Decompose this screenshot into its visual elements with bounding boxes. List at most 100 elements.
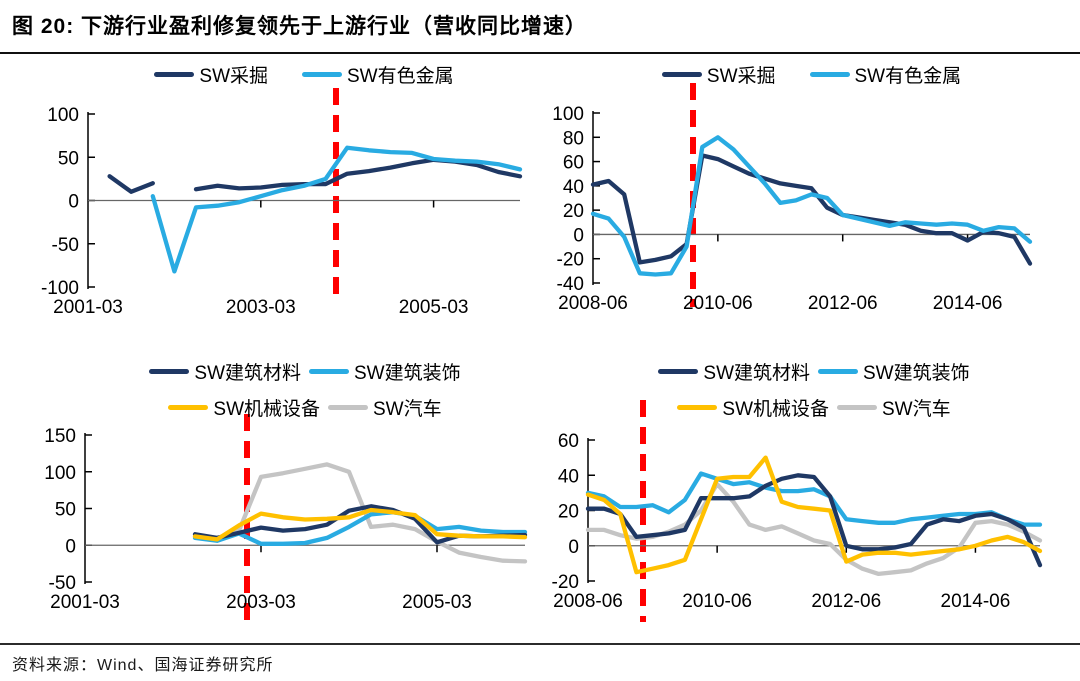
y-tick-label: 100 <box>47 105 79 126</box>
legend-item-SW汽车: SW汽车 <box>328 394 442 421</box>
source-divider <box>0 643 1080 645</box>
x-tick-label: 2001-03 <box>53 297 123 318</box>
legend-label: SW建筑装饰 <box>863 363 970 384</box>
y-tick-label: 80 <box>563 128 584 149</box>
y-tick-label: 40 <box>558 466 579 487</box>
y-tick-label: 20 <box>558 502 579 523</box>
x-tick-label: 2012-06 <box>808 293 878 314</box>
series-line-SW建筑装饰 <box>585 471 1043 527</box>
legend-item-SW机械设备: SW机械设备 <box>168 394 320 421</box>
legend-line-swatch <box>149 369 190 374</box>
legend-label: SW机械设备 <box>722 399 829 420</box>
figure-title-bar: 图 20: 下游行业盈利修复领先于上游行业（营收同比增速） <box>0 0 1080 54</box>
legend-line-swatch <box>168 405 209 410</box>
legend-row: SW建筑材料 SW建筑装饰 <box>658 358 970 385</box>
x-tick-label: 2014-06 <box>941 591 1011 612</box>
legend-label: SW建筑材料 <box>194 363 301 384</box>
y-tick-label: 0 <box>68 192 79 213</box>
legend-row: SW采掘 SW有色金属 <box>661 61 962 88</box>
legend-line-swatch <box>809 72 850 77</box>
x-tick-label: 2012-06 <box>811 591 881 612</box>
series-line-SW机械设备 <box>585 455 1043 575</box>
y-tick-label: 20 <box>563 201 584 222</box>
legend-line-swatch <box>302 72 342 77</box>
series-line-SW汽车 <box>585 481 1043 577</box>
y-tick-label: -40 <box>557 274 584 295</box>
legend-line-swatch <box>658 369 699 374</box>
legend-item-SW采掘: SW采掘 <box>154 61 268 88</box>
y-tick-label: -50 <box>52 235 79 256</box>
legend-row: SW建筑材料 SW建筑装饰 <box>149 358 461 385</box>
series-line-SW机械设备 <box>192 507 528 542</box>
legend-label: SW采掘 <box>706 66 776 87</box>
legend-line-swatch <box>328 405 368 410</box>
legend-item-SW建筑装饰: SW建筑装饰 <box>818 358 970 385</box>
series-line-SW采掘 <box>590 153 1033 266</box>
y-tick-label: 60 <box>558 431 579 452</box>
y-tick-label: 50 <box>55 500 76 521</box>
legend-item-SW机械设备: SW机械设备 <box>677 394 829 421</box>
series-line-SW采掘 <box>107 174 155 194</box>
chart-upstream-2001-2005: SW采掘 SW有色金属 100 50 0 -50 -100 2001-03 2003-03 200… <box>10 55 530 327</box>
legend-item-SW汽车: SW汽车 <box>837 394 951 421</box>
chart-legend: SW采掘 SW有色金属 <box>88 61 520 88</box>
legend-line-swatch <box>661 72 702 77</box>
legend-line-swatch <box>677 405 718 410</box>
y-tick-label: 100 <box>44 463 76 484</box>
legend-label: SW有色金属 <box>854 66 962 87</box>
figure-title: 图 20: 下游行业盈利修复领先于上游行业（营收同比增速） <box>12 15 588 38</box>
legend-line-swatch <box>309 369 349 374</box>
legend-row: SW机械设备 SW汽车 <box>677 394 951 421</box>
chart-upstream-2008-2015: SW采掘 SW有色金属 100 80 60 40 20 0 -20 -40 2008-06 2010-… <box>540 55 1075 327</box>
series-line-SW有色金属 <box>150 145 523 274</box>
y-tick-label: 100 <box>552 104 584 125</box>
y-tick-label: 40 <box>563 177 584 198</box>
legend-item-SW采掘: SW采掘 <box>661 61 776 88</box>
legend-item-SW建筑装饰: SW建筑装饰 <box>309 358 461 385</box>
legend-label: SW建筑装饰 <box>354 363 461 384</box>
x-tick-label: 2003-03 <box>226 297 296 318</box>
legend-item-SW建筑材料: SW建筑材料 <box>149 358 301 385</box>
y-tick-label: -100 <box>41 278 79 299</box>
chart-downstream-2001-2005: SW建筑材料 SW建筑装饰 SW机械设备 SW汽车 150 100 50 0 -50 2001-0… <box>10 350 530 642</box>
legend-item-SW建筑材料: SW建筑材料 <box>658 358 810 385</box>
x-tick-label: 2001-03 <box>50 592 120 613</box>
x-tick-label: 2005-03 <box>399 297 469 318</box>
legend-item-SW有色金属: SW有色金属 <box>809 61 962 88</box>
x-tick-label: 2014-06 <box>933 293 1003 314</box>
chart-legend: SW建筑材料 SW建筑装饰 SW机械设备 SW汽车 <box>85 358 525 421</box>
x-tick-label: 2010-06 <box>682 591 752 612</box>
x-tick-label: 2008-06 <box>558 293 628 314</box>
legend-label: SW汽车 <box>882 399 951 420</box>
y-tick-label: 0 <box>573 225 584 246</box>
legend-row: SW采掘 SW有色金属 <box>154 61 454 88</box>
y-tick-label: -50 <box>49 573 76 594</box>
series-line-SW汽车 <box>192 462 528 564</box>
series-line-SW建筑材料 <box>585 473 1043 568</box>
y-tick-label: -20 <box>557 250 584 271</box>
y-tick-label: 50 <box>58 148 79 169</box>
legend-row: SW机械设备 SW汽车 <box>168 394 442 421</box>
legend-line-swatch <box>837 405 877 410</box>
y-tick-label: 60 <box>563 153 584 174</box>
legend-label: SW建筑材料 <box>703 363 810 384</box>
chart-legend: SW建筑材料 SW建筑装饰 SW机械设备 SW汽车 <box>588 358 1040 421</box>
chart-downstream-2008-2015: SW建筑材料 SW建筑装饰 SW机械设备 SW汽车 60 40 20 0 -20 2008-06 2… <box>540 350 1075 642</box>
legend-line-swatch <box>818 369 858 374</box>
x-tick-label: 2008-06 <box>553 591 623 612</box>
legend-label: SW机械设备 <box>213 399 320 420</box>
series-line-SW有色金属 <box>590 135 1033 277</box>
legend-label: SW采掘 <box>199 66 268 87</box>
source-note: 资料来源：Wind、国海证券研究所 <box>12 657 274 674</box>
chart-legend: SW采掘 SW有色金属 <box>593 61 1030 88</box>
y-tick-label: 0 <box>568 537 579 558</box>
legend-line-swatch <box>154 72 195 77</box>
series-line-SW采掘 <box>193 157 523 192</box>
y-tick-label: 150 <box>44 426 76 447</box>
event-marker-line <box>639 400 646 622</box>
